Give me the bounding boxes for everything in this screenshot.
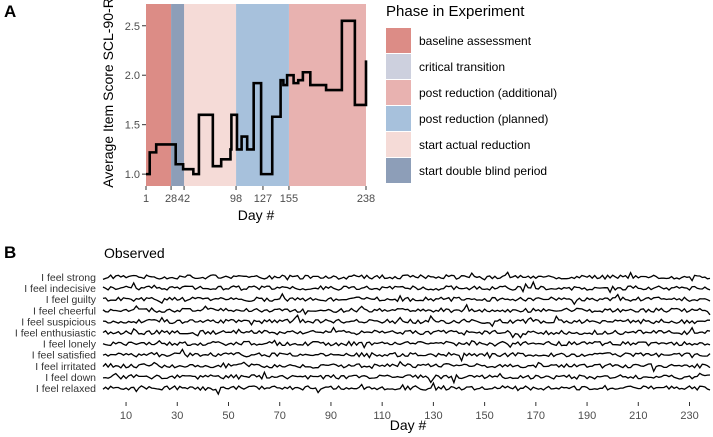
panel-a-y-ticks: 1.0 1.5 2.0 2.5 (125, 21, 146, 181)
item-label-i-feel-enthusiastic: I feel enthusiastic (15, 328, 96, 340)
legend-swatch-start-actual-reduction (386, 132, 411, 157)
scl90-step-line (146, 19, 368, 176)
item-label-i-feel-relaxed: I feel relaxed (36, 383, 96, 395)
x-tick-label: 98 (230, 193, 242, 205)
item-label-i-feel-indecisive: I feel indecisive (24, 283, 96, 295)
trace-i-feel-irritated (102, 360, 711, 373)
legend-label-post-reduction-additional: post reduction (additional) (419, 86, 557, 100)
x-tick-label: 10 (120, 410, 132, 422)
x-tick-label: 130 (424, 410, 442, 422)
item-label-i-feel-strong: I feel strong (41, 272, 96, 284)
trace-i-feel-relaxed (102, 381, 711, 396)
item-label-i-feel-cheerful: I feel cheerful (33, 305, 96, 317)
item-label-i-feel-satisfied: I feel satisfied (32, 350, 96, 362)
item-label-i-feel-lonely: I feel lonely (43, 339, 97, 351)
trace-i-feel-down (102, 370, 711, 385)
legend-title: Phase in Experiment (386, 3, 525, 20)
x-tick-label: 1 (143, 193, 149, 205)
x-tick-label: 90 (325, 410, 337, 422)
x-tick-label: 50 (222, 410, 234, 422)
legend-swatch-baseline-assessment (386, 28, 411, 53)
x-tick-label: 127 (254, 193, 272, 205)
x-tick-label: 190 (578, 410, 596, 422)
item-label-i-feel-guilty: I feel guilty (46, 294, 97, 306)
y-tick-label: 2.5 (125, 21, 140, 33)
x-tick-label: 70 (274, 410, 286, 422)
x-tick-label: 238 (357, 193, 375, 205)
x-tick-label: 30 (171, 410, 183, 422)
trace-i-feel-cheerful (102, 303, 711, 316)
panel-b-x-ticks: 10 30 50 70 90 110 130 150 170 190 210 230 (120, 402, 699, 422)
panel-a-chart: 1.0 1.5 2.0 2.5 1 28 42 98 127 155 238 (125, 4, 375, 205)
legend-swatch-critical-transition (386, 54, 411, 79)
item-label-i-feel-irritated: I feel irritated (35, 361, 96, 373)
trace-i-feel-guilty (102, 292, 711, 306)
x-tick-label: 155 (280, 193, 298, 205)
phase-band-post-reduction-additional (288, 4, 366, 186)
panel-b-x-axis-title: Day # (390, 417, 427, 433)
item-label-i-feel-suspicious: I feel suspicious (21, 316, 96, 328)
trace-i-feel-satisfied (102, 348, 711, 363)
item-traces (102, 271, 711, 396)
x-tick-label: 150 (475, 410, 493, 422)
legend-swatch-post-reduction-additional (386, 80, 411, 105)
legend-label-start-actual-reduction: start actual reduction (419, 138, 530, 152)
panel-a-x-ticks: 1 28 42 98 127 155 238 (143, 186, 375, 205)
legend-label-start-double-blind-period: start double blind period (419, 164, 547, 178)
legend-swatch-start-double-blind-period (386, 158, 411, 183)
x-tick-label: 42 (178, 193, 190, 205)
x-tick-label: 210 (629, 410, 647, 422)
legend-label-critical-transition: critical transition (419, 60, 505, 74)
panel-a-label: A (4, 2, 16, 21)
y-tick-label: 1.0 (125, 169, 140, 181)
panel-b-title: Observed (104, 245, 165, 261)
phase-bands (146, 4, 366, 186)
legend-swatch-post-reduction-planned (386, 106, 411, 131)
trace-i-feel-suspicious (102, 314, 710, 328)
x-tick-label: 230 (680, 410, 698, 422)
trace-i-feel-indecisive (102, 280, 711, 294)
legend: baseline assessment critical transition po… (386, 28, 557, 183)
x-tick-label: 170 (527, 410, 545, 422)
y-tick-label: 1.5 (125, 120, 140, 132)
trace-i-feel-strong (102, 271, 711, 282)
item-label-i-feel-down: I feel down (45, 372, 96, 384)
trace-i-feel-lonely (102, 339, 711, 350)
phase-band-start-actual-reduction (184, 4, 237, 186)
legend-label-baseline-assessment: baseline assessment (419, 34, 532, 48)
trace-i-feel-enthusiastic (102, 326, 711, 339)
panel-a-y-axis-title: Average Item Score SCL-90-R (100, 0, 116, 188)
phase-band-start-double-blind-period (171, 4, 185, 186)
panel-b-label: B (4, 243, 16, 262)
x-tick-label: 28 (165, 193, 177, 205)
x-tick-label: 110 (373, 410, 391, 422)
legend-label-post-reduction-planned: post reduction (planned) (419, 112, 548, 126)
panel-a-x-axis-title: Day # (238, 207, 275, 223)
y-tick-label: 2.0 (125, 70, 140, 82)
